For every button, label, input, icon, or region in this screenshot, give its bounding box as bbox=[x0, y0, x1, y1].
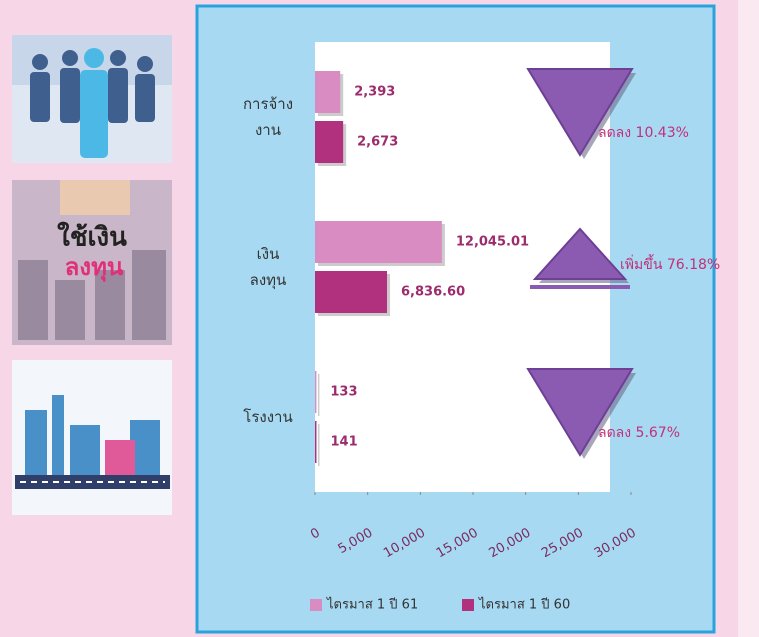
image-text: ลงทุน bbox=[65, 253, 124, 283]
image-investment: ใช้เงิน ลงทุน bbox=[12, 180, 172, 345]
y-tick-label: การจ้างงาน bbox=[243, 95, 293, 139]
value-label: 2,393 bbox=[354, 85, 395, 100]
triangle bbox=[526, 68, 634, 157]
legend-label: ไตรมาส 1 ปี 61 bbox=[326, 597, 418, 613]
side-strip bbox=[738, 0, 759, 637]
legend-label: ไตรมาส 1 ปี 60 bbox=[478, 597, 570, 613]
legend-swatch bbox=[310, 599, 322, 611]
image-employment bbox=[12, 35, 172, 163]
bar bbox=[315, 421, 317, 463]
chart: 0 5,000 10,000 15,000 20,000 25,000 30,000การจ… bbox=[243, 68, 720, 613]
annotation: ลดลง 10.43% bbox=[598, 125, 689, 141]
bar bbox=[315, 71, 341, 113]
bar-shadow bbox=[318, 424, 320, 466]
legend-swatch bbox=[462, 599, 474, 611]
value-label: 12,045.01 bbox=[456, 235, 529, 250]
value-label: 141 bbox=[330, 435, 357, 450]
bar bbox=[315, 121, 344, 163]
annotation: เพิ่มขึ้น 76.18% bbox=[620, 254, 720, 273]
bar bbox=[315, 221, 442, 263]
image-text: ใช้เงิน bbox=[57, 222, 127, 253]
y-tick-label: เงินลงทุน bbox=[250, 245, 287, 290]
value-label: 2,673 bbox=[357, 135, 398, 150]
triangle bbox=[532, 227, 628, 280]
image-factory bbox=[12, 360, 172, 515]
triangle-base bbox=[530, 285, 630, 289]
value-label: 6,836.60 bbox=[401, 285, 465, 300]
triangle bbox=[526, 368, 634, 457]
value-label: 133 bbox=[330, 385, 357, 400]
bar bbox=[315, 271, 388, 313]
annotation: ลดลง 5.67% bbox=[598, 425, 680, 441]
bar bbox=[315, 371, 317, 413]
bar-shadow bbox=[318, 374, 320, 416]
y-tick-label: โรงงาน bbox=[243, 408, 292, 426]
